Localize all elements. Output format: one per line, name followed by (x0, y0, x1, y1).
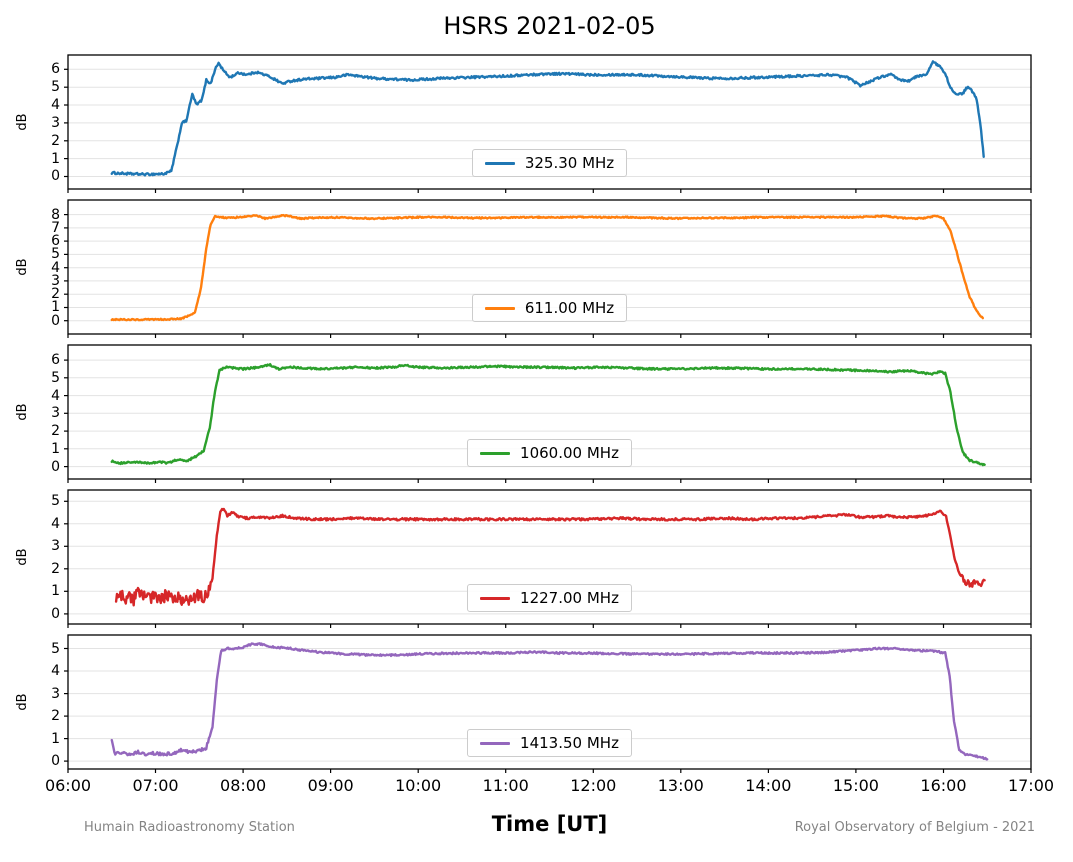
y-tick-label: 0 (51, 312, 60, 329)
y-tick-label: 1 (51, 299, 60, 316)
footer-observatory: Royal Observatory of Belgium - 2021 (794, 820, 1035, 835)
x-tick-label: 09:00 (307, 776, 354, 795)
y-tick-label: 6 (51, 61, 60, 78)
x-tick-label: 06:00 (44, 776, 92, 795)
y-tick-label: 8 (51, 206, 60, 223)
y-tick-label: 4 (51, 515, 60, 532)
y-tick-label: 1 (51, 583, 60, 600)
y-tick-label: 4 (51, 259, 60, 276)
x-axis-label: Time [UT] (491, 812, 608, 836)
x-tick-label: 12:00 (570, 776, 617, 795)
y-tick-label: 2 (51, 708, 60, 725)
y-tick-label: 2 (51, 423, 60, 440)
x-tick-label: 15:00 (832, 776, 879, 795)
y-tick-label: 4 (51, 97, 60, 114)
chart-title: HSRS 2021-02-05 (443, 12, 656, 40)
y-tick-label: 5 (51, 640, 60, 657)
y-tick-label: 2 (51, 132, 60, 149)
x-tick-label: 17:00 (1007, 776, 1055, 795)
y-tick-label: 4 (51, 387, 60, 404)
y-tick-label: 5 (51, 369, 60, 386)
y-tick-label: 3 (51, 685, 60, 702)
y-tick-label: 0 (51, 168, 60, 185)
y-tick-label: 1 (51, 730, 60, 747)
x-tick-label: 10:00 (395, 776, 442, 795)
y-tick-label: 6 (51, 352, 60, 369)
y-tick-label: 7 (51, 219, 60, 236)
footer-station: Humain Radioastronomy Station (84, 820, 295, 835)
y-tick-label: 0 (51, 605, 60, 622)
y-tick-label: 5 (51, 246, 60, 263)
y-tick-label: 6 (51, 233, 60, 250)
y-tick-label: 3 (51, 405, 60, 422)
x-tick-label: 13:00 (657, 776, 704, 795)
y-tick-label: 0 (51, 753, 60, 770)
x-tick-label: 14:00 (745, 776, 792, 795)
y-tick-label: 2 (51, 286, 60, 303)
y-tick-label: 0 (51, 458, 60, 475)
y-tick-label: 3 (51, 114, 60, 131)
y-tick-label: 3 (51, 272, 60, 289)
y-tick-label: 4 (51, 663, 60, 680)
y-tick-label: 1 (51, 150, 60, 167)
x-tick-label: 08:00 (220, 776, 267, 795)
y-tick-label: 1 (51, 440, 60, 457)
y-tick-label: 2 (51, 560, 60, 577)
y-tick-label: 3 (51, 538, 60, 555)
x-tick-label: 07:00 (132, 776, 179, 795)
x-tick-label: 11:00 (482, 776, 529, 795)
y-tick-label: 5 (51, 79, 60, 96)
x-tick-label: 16:00 (920, 776, 967, 795)
y-tick-label: 5 (51, 493, 60, 510)
